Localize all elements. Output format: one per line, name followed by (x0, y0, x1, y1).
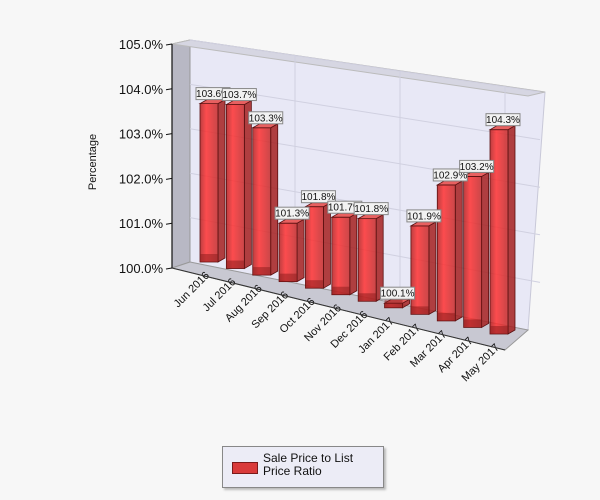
data-label-box (248, 111, 284, 125)
data-label: 102.9% (433, 170, 467, 181)
data-label-box (432, 168, 468, 182)
data-label-box (221, 88, 257, 102)
data-label: 100.1% (381, 289, 415, 300)
data-label-box (274, 206, 310, 220)
data-label: 103.3% (249, 113, 283, 124)
data-labels: 103.6%103.7%103.3%101.3%101.8%101.7%101.… (195, 87, 521, 300)
y-tick-label: 102.0% (119, 171, 164, 186)
data-label: 101.9% (407, 211, 441, 222)
y-tick-label: 105.0% (119, 37, 164, 52)
top-edge (171, 39, 546, 97)
legend: Sale Price to List Price Ratio (222, 446, 384, 488)
bar (462, 171, 491, 329)
data-label-box (300, 190, 336, 204)
data-label: 101.8% (354, 204, 388, 215)
legend-label: Sale Price to List Price Ratio (263, 451, 354, 478)
bar (251, 123, 280, 276)
bar (198, 98, 227, 263)
bar (356, 213, 385, 302)
legend-swatch (232, 462, 258, 474)
bar (277, 218, 306, 283)
data-label: 101.7% (328, 203, 362, 214)
data-label-box (459, 159, 495, 173)
bar (409, 221, 438, 316)
bar (224, 99, 253, 270)
data-label-box (485, 113, 521, 127)
bar (383, 298, 412, 309)
y-axis-title: Percentage (87, 134, 99, 190)
data-label: 103.7% (222, 90, 256, 101)
data-label: 103.2% (460, 162, 494, 173)
data-label-box (380, 286, 416, 300)
data-label-box (353, 202, 389, 216)
y-tick-label: 103.0% (119, 127, 164, 142)
data-label: 104.3% (486, 115, 520, 126)
bar (435, 180, 464, 322)
y-tick-label: 104.0% (119, 82, 164, 97)
data-label-box (406, 209, 442, 223)
bars (198, 98, 517, 335)
data-label: 103.6% (196, 89, 230, 100)
bar (303, 201, 332, 289)
y-axis-ticks: 100.0% 101.0% 102.0% 103.0% 104.0% 105.0% (119, 37, 173, 276)
bar (488, 124, 517, 335)
data-label: 101.3% (275, 209, 309, 220)
data-label: 101.8% (301, 192, 335, 203)
y-tick-label: 101.0% (119, 216, 164, 231)
left-wall (171, 39, 191, 269)
y-tick-label: 100.0% (119, 261, 164, 276)
bar (330, 212, 359, 296)
